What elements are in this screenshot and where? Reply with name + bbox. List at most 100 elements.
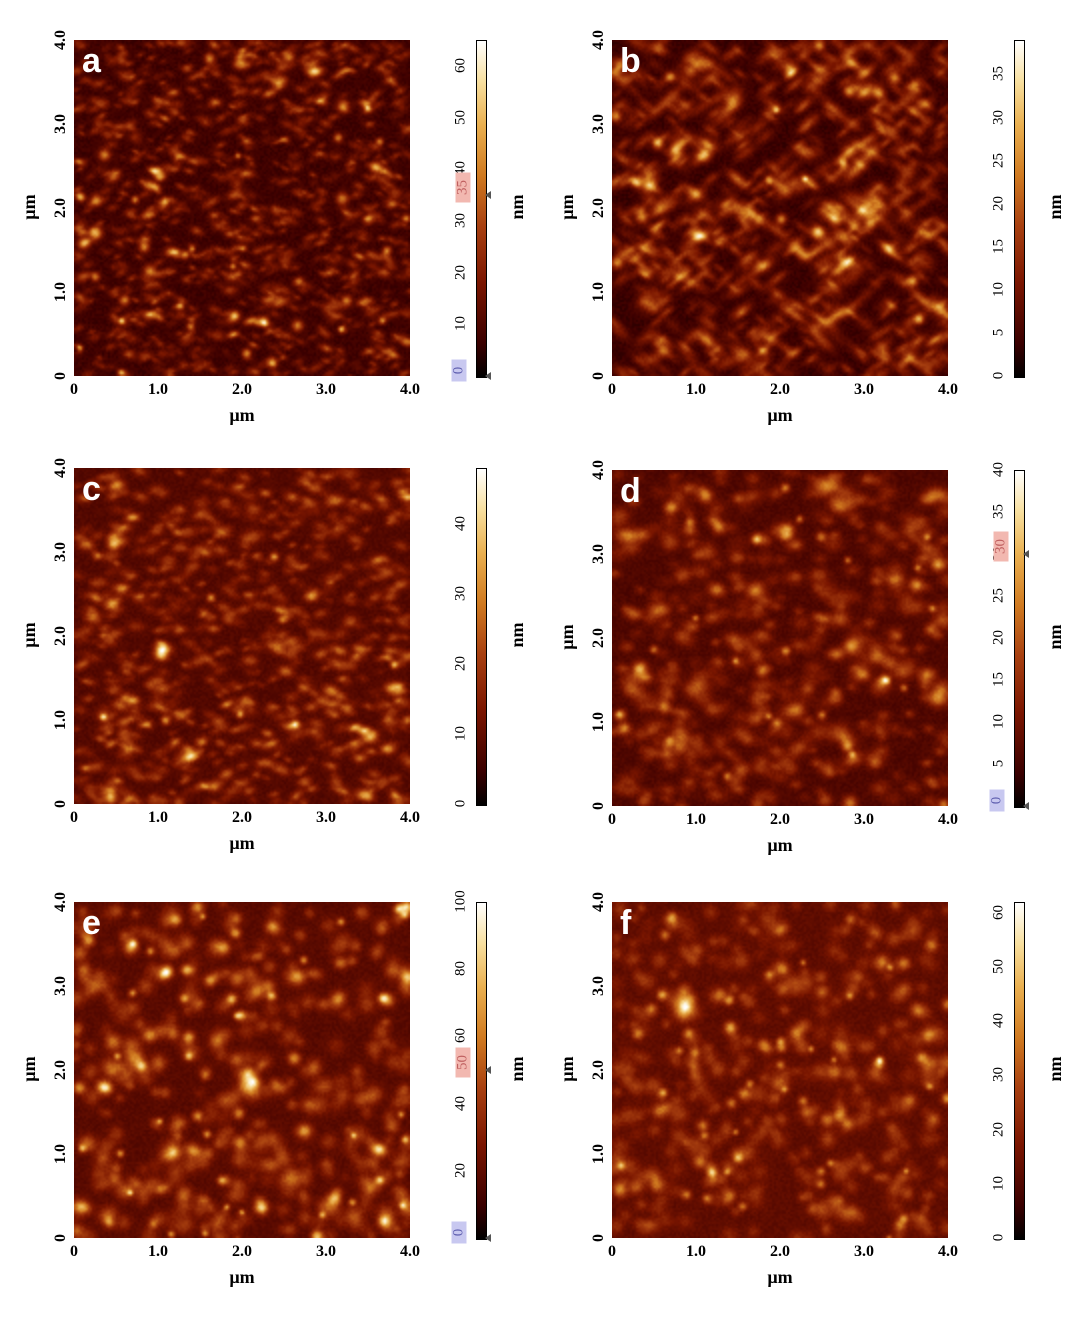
color-scale-bar xyxy=(1014,470,1025,808)
afm-panel-e: e01.02.03.04.001.02.03.04.0µmµm020406080… xyxy=(19,890,562,1332)
panel-letter: d xyxy=(620,472,641,510)
x-tick-label: 1.0 xyxy=(686,1243,706,1260)
color-scale-tick: 30 xyxy=(990,109,1007,125)
afm-height-map xyxy=(74,40,410,376)
y-tick-label: 1.0 xyxy=(590,712,607,732)
x-tick-label: 1.0 xyxy=(686,381,706,398)
afm-height-map xyxy=(612,902,948,1238)
color-scale-tick: 50 xyxy=(452,109,469,125)
x-tick-label: 0 xyxy=(608,1243,616,1260)
x-tick-label: 3.0 xyxy=(854,811,874,828)
color-scale-tick: 60 xyxy=(990,904,1007,920)
color-scale-tick: 5 xyxy=(990,759,1007,768)
y-tick-label: 4.0 xyxy=(590,892,607,912)
y-tick-label: 2.0 xyxy=(590,1060,607,1080)
y-tick-label: 4.0 xyxy=(590,30,607,50)
color-scale-tick: 30 xyxy=(990,1067,1007,1083)
y-tick-label: 1.0 xyxy=(52,710,69,730)
y-tick-label: 4.0 xyxy=(590,460,607,480)
x-tick-label: 0 xyxy=(608,381,616,398)
y-axis-label: µm xyxy=(557,1056,577,1082)
color-scale-tick: 10 xyxy=(990,714,1007,729)
y-tick-label: 2.0 xyxy=(590,198,607,218)
y-tick-label: 2.0 xyxy=(52,1060,69,1080)
color-scale-tick: 30 xyxy=(452,586,469,601)
color-scale-tick: 35 xyxy=(990,504,1007,519)
color-scale-tick: 0 xyxy=(990,1233,1007,1242)
color-scale-tick: 20 xyxy=(990,630,1007,645)
color-scale-bar xyxy=(1014,902,1025,1240)
marker-arrow-icon xyxy=(1023,802,1029,810)
afm-height-image: d xyxy=(612,470,948,806)
y-tick-label: 1.0 xyxy=(52,282,69,302)
panel-letter: c xyxy=(82,470,101,508)
x-tick-label: 0 xyxy=(70,809,78,826)
x-tick-label: 1.0 xyxy=(148,1243,168,1260)
x-axis-label: µm xyxy=(229,405,255,425)
color-scale-marker[interactable]: 35 xyxy=(455,172,471,203)
color-scale-tick: 25 xyxy=(990,152,1007,168)
x-tick-label: 3.0 xyxy=(854,381,874,398)
color-scale-marker[interactable]: 30 xyxy=(993,531,1009,562)
color-scale-tick: 15 xyxy=(990,238,1007,254)
color-scale-marker[interactable]: 0 xyxy=(989,789,1005,812)
y-tick-label: 2.0 xyxy=(52,626,69,646)
color-scale-tick: 10 xyxy=(990,281,1007,297)
color-scale-unit: nm xyxy=(507,622,527,648)
color-scale-tick: 0 xyxy=(990,371,1007,380)
y-tick-label: 4.0 xyxy=(52,458,69,478)
x-tick-label: 4.0 xyxy=(400,1243,420,1260)
x-tick-label: 2.0 xyxy=(770,1243,790,1260)
color-scale-tick: 20 xyxy=(452,1162,469,1178)
y-tick-label: 1.0 xyxy=(590,282,607,302)
afm-height-image: c xyxy=(74,468,410,804)
x-axis-label: µm xyxy=(767,405,793,425)
x-tick-label: 1.0 xyxy=(686,811,706,828)
y-tick-label: 3.0 xyxy=(52,114,69,134)
y-tick-label: 3.0 xyxy=(52,542,69,562)
x-tick-label: 3.0 xyxy=(316,1243,336,1260)
y-tick-label: 3.0 xyxy=(52,976,69,996)
x-tick-label: 3.0 xyxy=(854,1243,874,1260)
color-scale-tick: 100 xyxy=(452,890,469,913)
y-tick-label: 3.0 xyxy=(590,544,607,564)
afm-panel-d: d01.02.03.04.001.02.03.04.0µmµm051015202… xyxy=(557,460,1082,900)
color-scale-tick: 60 xyxy=(452,1028,469,1044)
y-axis-label: µm xyxy=(557,194,577,220)
afm-panel-b: b 0 1.0 2.0 3.0 4.0 0 1.0 2.0 3.0 4.0 µm µm 0 5 10 15 20 2… xyxy=(557,30,1082,470)
x-tick-label: 4.0 xyxy=(938,811,958,828)
y-tick-label: 1.0 xyxy=(590,1144,607,1164)
color-scale-marker[interactable]: 0 xyxy=(451,1221,467,1244)
x-axis-label: µm xyxy=(229,833,255,853)
marker-arrow-icon xyxy=(1023,550,1029,558)
color-scale-tick: 40 xyxy=(990,462,1007,477)
panel-letter: a xyxy=(82,42,101,80)
y-axis-label: µm xyxy=(557,624,577,650)
x-tick-label: 0 xyxy=(70,381,78,398)
color-scale-tick: 40 xyxy=(452,1095,469,1111)
color-scale-tick: 5 xyxy=(990,328,1007,337)
color-scale-tick: 50 xyxy=(990,959,1007,975)
color-scale-unit: nm xyxy=(507,1056,527,1082)
color-scale-tick: 30 xyxy=(452,212,469,228)
color-scale-bar xyxy=(1014,40,1025,378)
y-tick-label: 3.0 xyxy=(590,976,607,996)
afm-height-image: e xyxy=(74,902,410,1238)
color-scale-tick: 40 xyxy=(452,516,469,531)
color-scale-tick: 20 xyxy=(452,264,469,280)
x-tick-label: 2.0 xyxy=(232,381,252,398)
y-tick-label: 2.0 xyxy=(590,628,607,648)
x-tick-label: 1.0 xyxy=(148,381,168,398)
afm-height-map xyxy=(74,902,410,1238)
x-tick-label: 4.0 xyxy=(400,809,420,826)
x-axis-label: µm xyxy=(229,1267,255,1287)
color-scale-marker[interactable]: 50 xyxy=(455,1047,471,1078)
x-tick-label: 4.0 xyxy=(938,1243,958,1260)
x-tick-label: 0 xyxy=(608,811,616,828)
color-scale-marker[interactable]: 0 xyxy=(451,359,467,382)
y-axis-label: µm xyxy=(19,1056,39,1082)
y-tick-label: 2.0 xyxy=(52,198,69,218)
x-tick-label: 1.0 xyxy=(148,809,168,826)
y-tick-label: 4.0 xyxy=(52,30,69,50)
color-scale-tick: 40 xyxy=(990,1013,1007,1029)
